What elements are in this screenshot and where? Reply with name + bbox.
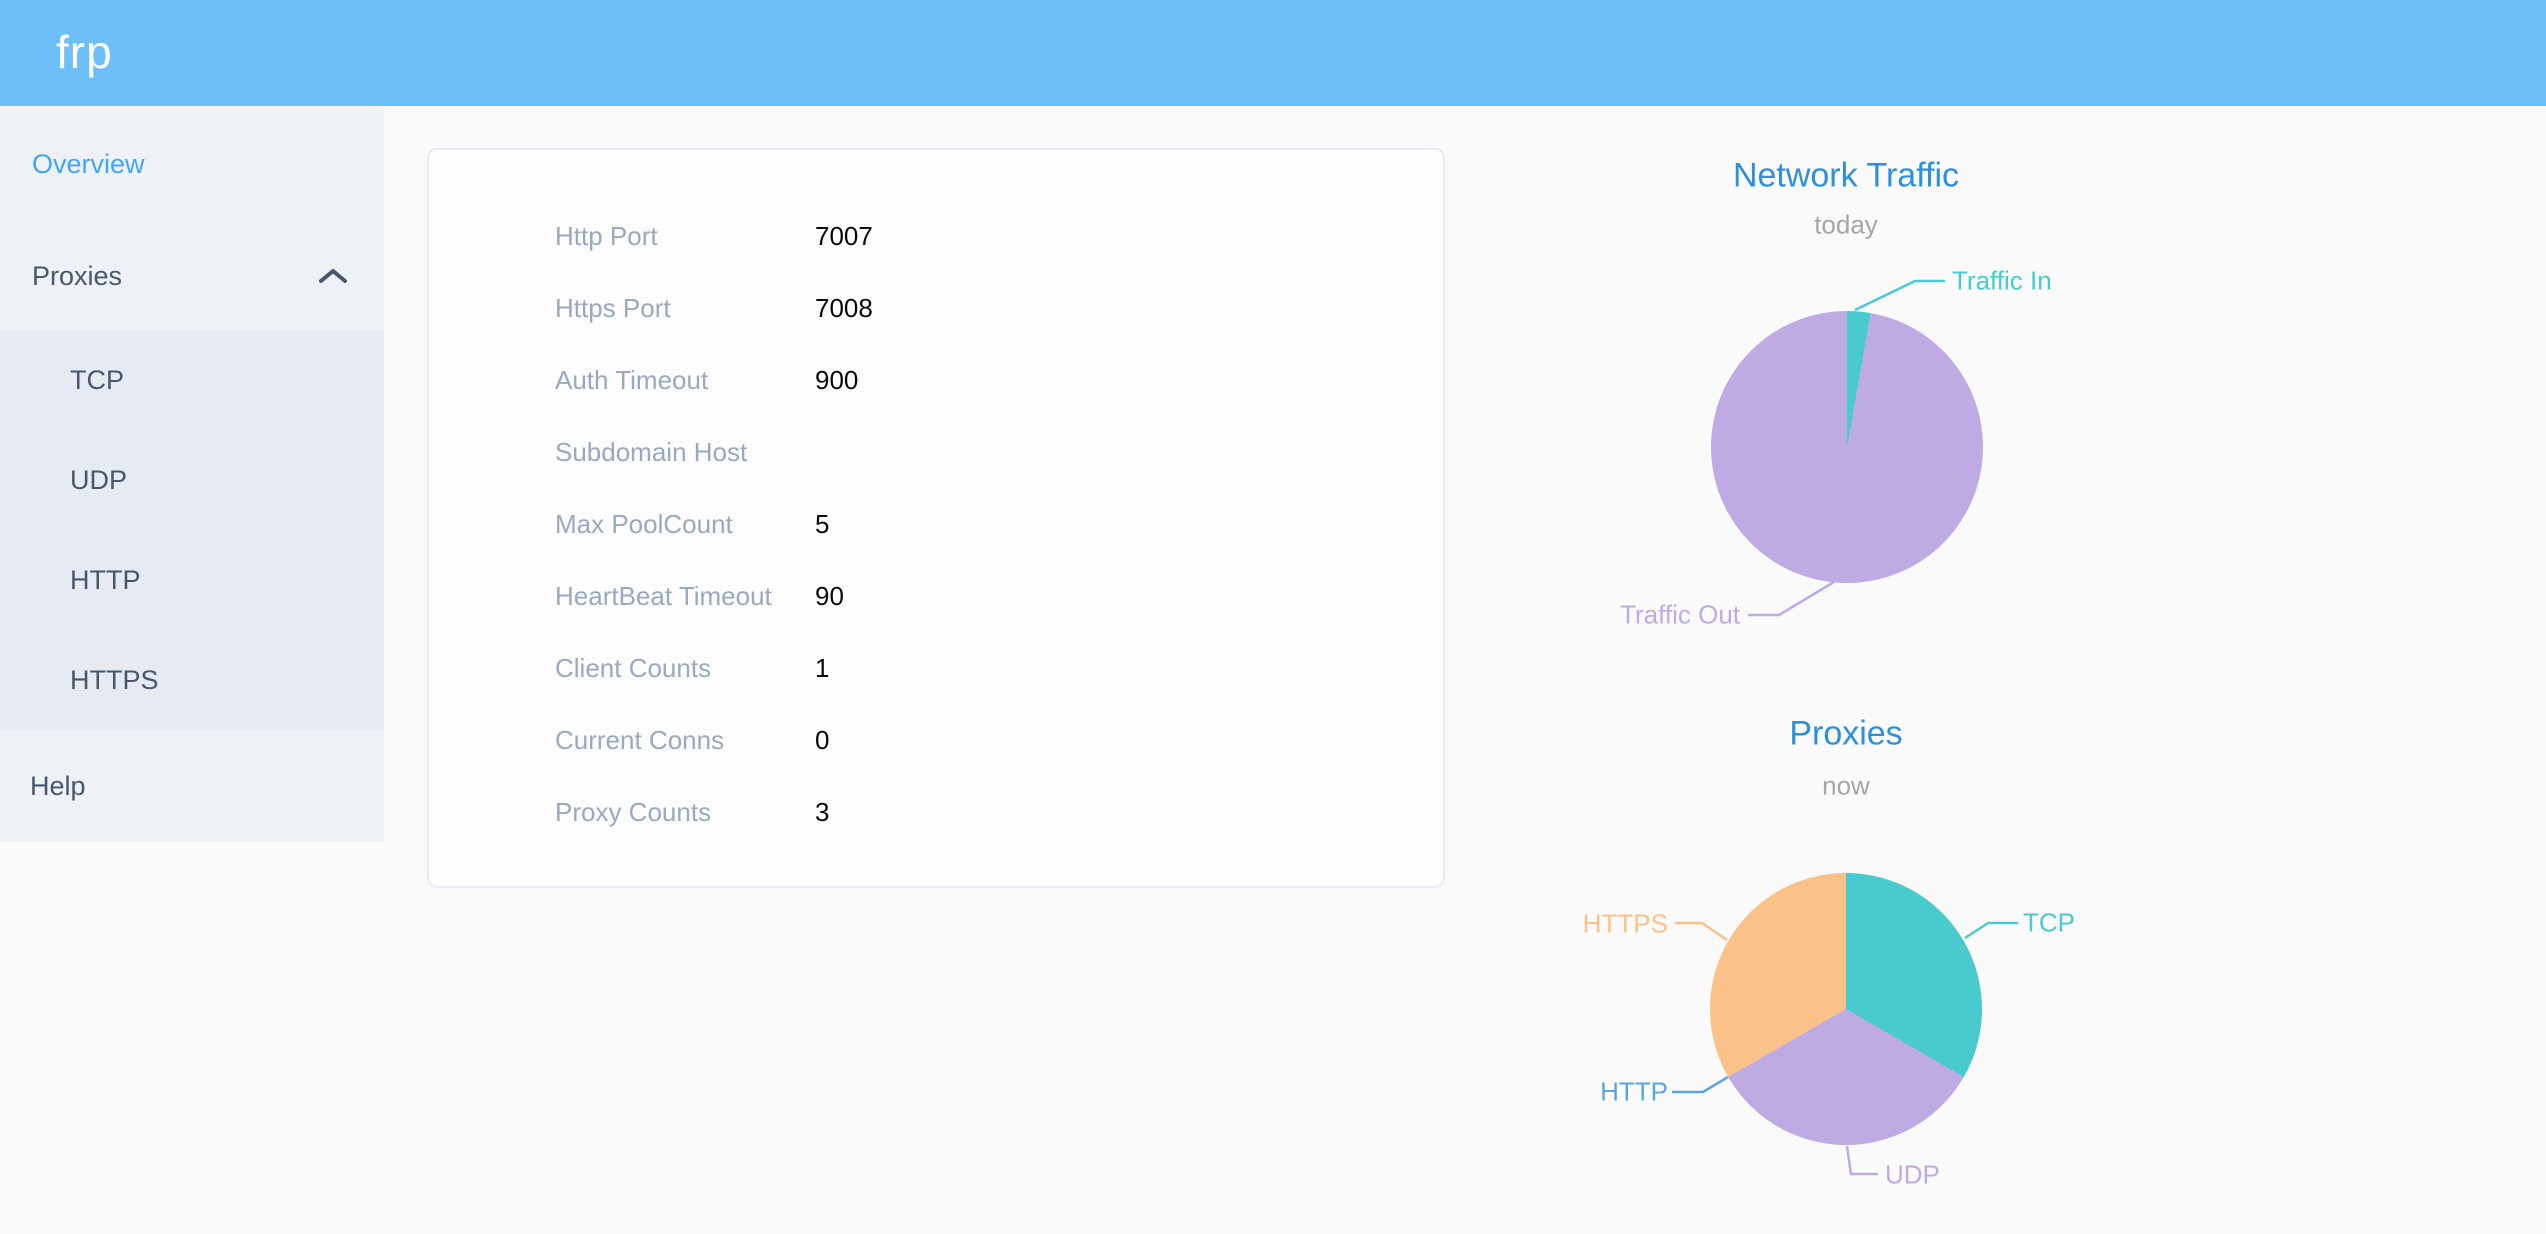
config-value: 900 [815,364,859,395]
row-client-counts: Client Counts 1 [429,632,1443,704]
row-subdomain-host: Subdomain Host [429,416,1443,488]
network-traffic-pie[interactable] [1711,311,1983,583]
sidebar-item-proxies[interactable]: Proxies [0,222,384,330]
sidebar-item-udp[interactable]: UDP [0,430,384,530]
sidebar-item-http-label: HTTP [70,564,141,595]
traffic-out-callout-line [1748,580,1835,617]
pie-label-traffic-out: Traffic Out [1620,599,1740,630]
config-label: Https Port [555,292,671,323]
sidebar-item-overview-label: Overview [32,148,145,179]
row-max-poolcount: Max PoolCount 5 [429,488,1443,560]
https-callout-line [1675,921,1728,942]
tcp-callout-line [1964,921,2018,940]
proxies-pie[interactable] [1710,873,1982,1145]
row-heartbeat-timeout: HeartBeat Timeout 90 [429,560,1443,632]
config-value: 3 [815,796,830,827]
row-https-port: Https Port 7008 [429,272,1443,344]
network-traffic-title: Network Traffic [1732,156,1960,195]
config-value: 7007 [815,220,873,251]
config-label: Current Conns [555,724,725,755]
sidebar-item-tcp-label: TCP [70,364,124,395]
config-label: HeartBeat Timeout [555,580,772,611]
pie-label-http: HTTP [1600,1076,1668,1107]
app-header: frp [0,0,2546,106]
config-label: Client Counts [555,652,712,683]
sidebar: Overview Proxies TCP UDP HTTP HTTPS Help [0,106,384,842]
config-value: 90 [815,580,844,611]
pie-label-udp: UDP [1885,1159,1940,1190]
config-label: Subdomain Host [555,436,748,467]
network-traffic-subtitle: today [1814,209,1878,240]
sidebar-item-help-label: Help [30,770,86,801]
pie-label-https: HTTPS [1582,908,1668,939]
row-auth-timeout: Auth Timeout 900 [429,344,1443,416]
udp-callout-line [1845,1145,1878,1176]
sidebar-item-tcp[interactable]: TCP [0,330,384,430]
config-label: Max PoolCount [555,508,733,539]
sidebar-item-udp-label: UDP [70,464,128,495]
config-label: Http Port [555,220,658,251]
row-http-port: Http Port 7007 [429,200,1443,272]
traffic-in-callout-line [1854,279,1945,312]
config-value: 5 [815,508,830,539]
config-label: Auth Timeout [555,364,709,395]
sidebar-item-overview[interactable]: Overview [0,106,384,222]
chevron-up-icon [319,269,347,283]
proxies-submenu: TCP UDP HTTP HTTPS [0,330,384,730]
row-current-conns: Current Conns 0 [429,704,1443,776]
sidebar-item-help[interactable]: Help [0,730,384,842]
pie-label-tcp: TCP [2023,907,2075,938]
config-value: 1 [815,652,830,683]
proxies-chart-title: Proxies [1789,714,1903,753]
pie-label-traffic-in: Traffic In [1952,265,2052,296]
config-label: Proxy Counts [555,796,712,827]
sidebar-item-https-label: HTTPS [70,664,159,695]
http-callout-line [1672,1075,1729,1094]
proxies-chart-subtitle: now [1822,770,1870,801]
config-value: 0 [815,724,830,755]
sidebar-item-proxies-label: Proxies [32,260,123,291]
sidebar-item-https[interactable]: HTTPS [0,630,384,730]
row-proxy-counts: Proxy Counts 3 [429,776,1443,848]
sidebar-item-http[interactable]: HTTP [0,530,384,630]
config-value: 7008 [815,292,873,323]
app-logo: frp [56,26,113,78]
server-info-card: Http Port 7007 Https Port 7008 Auth Time… [427,148,1445,888]
